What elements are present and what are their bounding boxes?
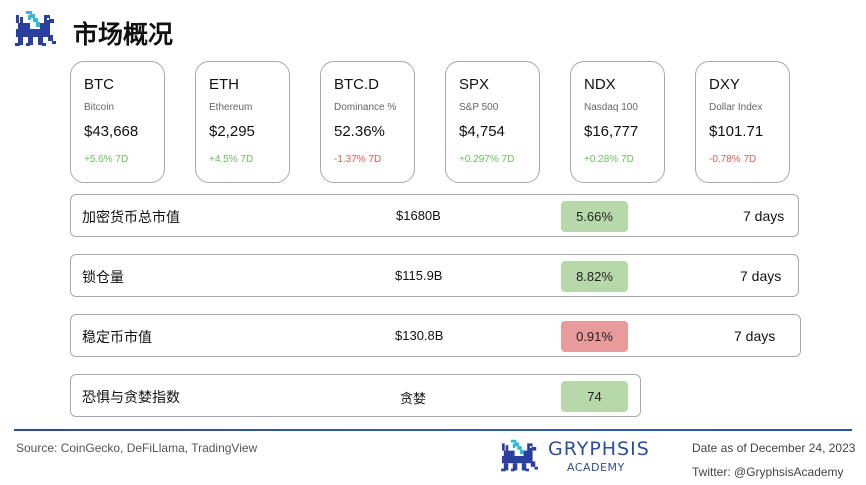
metric-label: 稳定币市值 [82,330,152,346]
metric-period: 7 days [743,208,785,224]
metric-row-stablecoin-market-cap[interactable]: 稳定币市值 $130.8B 0.91% 7 days [70,314,801,357]
ticker-change: +5.6% 7D [84,154,129,165]
ticker-name: Ethereum [209,102,253,113]
metric-sentiment: 贪婪 [400,392,427,407]
brand-name: GRYPHSIS [548,438,650,460]
ticker-symbol: BTC [84,76,114,93]
brand-subtitle: ACADEMY [567,461,625,474]
metric-label: 锁仓量 [82,270,124,286]
ticker-card-eth[interactable]: ETH Ethereum $2,295 +4.5% 7D [195,61,290,183]
ticker-price: $16,777 [584,123,639,140]
ticker-change: +0.28% 7D [584,154,634,165]
ticker-card-ndx[interactable]: NDX Nasdaq 100 $16,777 +0.28% 7D [570,61,665,183]
ticker-name: Bitcoin [84,102,115,113]
ticker-change: -0.78% 7D [709,154,757,165]
gryphon-logo-icon [501,439,538,472]
metric-index-badge: 74 [561,381,628,412]
metric-label: 恐惧与贪婪指数 [82,390,180,406]
ticker-symbol: DXY [709,76,740,93]
ticker-symbol: SPX [459,76,490,93]
metric-value: $115.9B [395,268,443,283]
metric-period: 7 days [740,268,782,284]
metric-row-tvl[interactable]: 锁仓量 $115.9B 8.82% 7 days [70,254,799,297]
metric-row-total-market-cap[interactable]: 加密货币总市值 $1680B 5.66% 7 days [70,194,799,237]
metric-row-fear-greed-index[interactable]: 恐惧与贪婪指数 贪婪 74 [70,374,641,417]
ticker-price: $101.71 [709,123,764,140]
ticker-symbol: ETH [209,76,239,93]
ticker-price: $4,754 [459,123,505,140]
ticker-card-dxy[interactable]: DXY Dollar Index $101.71 -0.78% 7D [695,61,790,183]
metric-change-badge: 8.82% [561,261,628,292]
ticker-name: Dollar Index [709,102,763,113]
ticker-change: -1.37% 7D [334,154,382,165]
ticker-symbol: BTC.D [334,76,379,93]
ticker-change: +4.5% 7D [209,154,254,165]
ticker-price: $2,295 [209,123,255,140]
metric-change-badge: 0.91% [561,321,628,352]
ticker-price: 52.36% [334,123,385,140]
source-text: Source: CoinGecko, DeFiLlama, TradingVie… [16,441,258,455]
metric-period: 7 days [734,328,776,344]
ticker-name: S&P 500 [459,102,499,113]
ticker-name: Nasdaq 100 [584,102,638,113]
date-text: Date as of December 24, 2023 [692,441,856,455]
twitter-handle: Twitter: @GryphsisAcademy [692,465,844,479]
ticker-card-btc-dominance[interactable]: BTC.D Dominance % 52.36% -1.37% 7D [320,61,415,183]
ticker-price: $43,668 [84,123,139,140]
metric-value: $1680B [396,208,441,223]
ticker-symbol: NDX [584,76,616,93]
metric-change-badge: 5.66% [561,201,628,232]
gryphon-logo-icon [15,11,56,46]
page-title: 市场概况 [73,20,174,49]
ticker-card-spx[interactable]: SPX S&P 500 $4,754 +0.297% 7D [445,61,540,183]
metric-value: $130.8B [395,328,444,343]
ticker-change: +0.297% 7D [459,154,515,165]
metric-label: 加密货币总市值 [82,210,180,226]
ticker-card-btc[interactable]: BTC Bitcoin $43,668 +5.6% 7D [70,61,165,183]
ticker-name: Dominance % [334,102,397,113]
footer-divider [14,429,852,431]
